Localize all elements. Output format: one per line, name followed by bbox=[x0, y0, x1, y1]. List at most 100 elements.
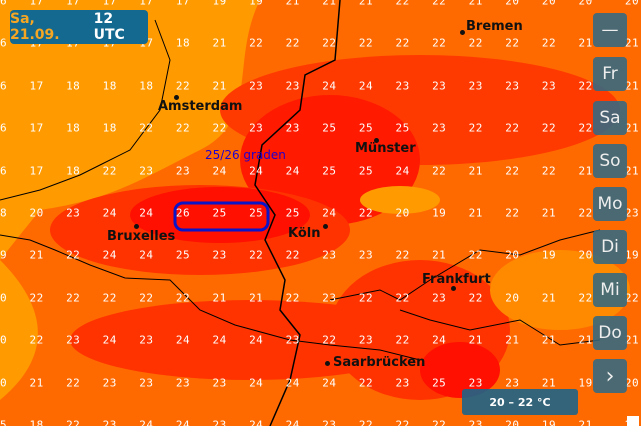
temperature-value: 22 bbox=[175, 291, 191, 305]
temperature-value: 20 bbox=[505, 291, 520, 305]
city-dot bbox=[325, 361, 330, 366]
temperature-value: 24 bbox=[432, 333, 447, 347]
temperature-value: 24 bbox=[102, 248, 117, 262]
temperature-value: 22 bbox=[358, 376, 374, 390]
temperature-value: 21 bbox=[624, 164, 640, 178]
temperature-value: 20 bbox=[578, 0, 593, 8]
temperature-value: 22 bbox=[432, 164, 447, 178]
temperature-value: 19 bbox=[541, 248, 557, 262]
temperature-value: 23 bbox=[468, 376, 483, 390]
temperature-value: 26 bbox=[175, 206, 191, 220]
temperature-value: 21 bbox=[505, 333, 520, 347]
temperature-value: 23 bbox=[139, 164, 154, 178]
temperature-value: 18 bbox=[29, 418, 44, 427]
temperature-value: 22 bbox=[578, 206, 593, 220]
temperature-value: 17 bbox=[29, 79, 44, 93]
temperature-value: 23 bbox=[285, 79, 300, 93]
temperature-value: 25 bbox=[395, 121, 410, 135]
annotation-outline bbox=[173, 201, 270, 232]
temperature-value: 24 bbox=[249, 333, 264, 347]
temperature-value: 22 bbox=[468, 291, 483, 305]
temperature-value: 20 bbox=[505, 0, 520, 8]
temperature-value: 21 bbox=[468, 206, 483, 220]
temperature-value: 21 bbox=[212, 36, 227, 50]
day-button-di[interactable]: Di bbox=[593, 230, 627, 264]
temperature-value: 22 bbox=[395, 333, 410, 347]
temperature-value: 21 bbox=[432, 248, 447, 262]
temperature-value: 17 bbox=[29, 121, 44, 135]
temperature-value: 18 bbox=[139, 79, 154, 93]
temperature-value: 19 bbox=[0, 248, 8, 262]
temperature-value: 24 bbox=[358, 79, 374, 93]
temperature-value: 22 bbox=[249, 248, 264, 262]
temperature-value: 23 bbox=[358, 333, 374, 347]
temperature-value: 18 bbox=[66, 121, 81, 135]
temperature-value: 21 bbox=[29, 248, 44, 262]
temperature-value: 24 bbox=[322, 206, 337, 220]
city-muenster: Münster bbox=[355, 141, 416, 156]
temperature-value: 21 bbox=[358, 0, 374, 8]
city-bruxelles: Bruxelles bbox=[107, 229, 176, 244]
day-button-so[interactable]: So bbox=[593, 144, 627, 178]
temperature-value: 24 bbox=[322, 376, 337, 390]
temperature-value: 16 bbox=[0, 0, 8, 8]
city-dot bbox=[451, 286, 456, 291]
day-button-do[interactable]: Do bbox=[593, 316, 627, 350]
temperature-value: 22 bbox=[175, 121, 191, 135]
city-dot bbox=[323, 224, 328, 229]
temperature-value: 23 bbox=[249, 79, 264, 93]
temperature-value: 20 bbox=[395, 206, 410, 220]
temperature-value: 22 bbox=[66, 376, 81, 390]
temperature-value: 23 bbox=[139, 376, 154, 390]
temperature-value: 23 bbox=[432, 291, 447, 305]
temperature-value: 23 bbox=[102, 376, 117, 390]
temperature-value: 21 bbox=[578, 36, 593, 50]
temperature-value: 25 bbox=[322, 121, 337, 135]
temperature-value: 23 bbox=[139, 333, 154, 347]
temperature-value: 25 bbox=[249, 206, 264, 220]
temperature-value: 25 bbox=[358, 121, 374, 135]
temperature-value: 24 bbox=[249, 418, 264, 427]
next-button[interactable]: › bbox=[593, 359, 627, 393]
temperature-value: 21 bbox=[578, 333, 593, 347]
temperature-value: 22 bbox=[358, 418, 374, 427]
temperature-value: 22 bbox=[212, 121, 227, 135]
temperature-value: 22 bbox=[541, 36, 557, 50]
temperature-value: 25 bbox=[358, 164, 374, 178]
temperature-value: 22 bbox=[578, 79, 593, 93]
temperature-value: 17 bbox=[102, 0, 117, 8]
temperature-value: 15 bbox=[0, 418, 8, 427]
temperature-value: 24 bbox=[322, 79, 337, 93]
temperature-value: 23 bbox=[358, 248, 374, 262]
city-dot bbox=[374, 138, 379, 143]
day-button-mi[interactable]: Mi bbox=[593, 273, 627, 307]
temperature-value: 21 bbox=[468, 164, 483, 178]
day-button-sa[interactable]: Sa bbox=[593, 101, 627, 135]
temperature-value: 24 bbox=[175, 418, 191, 427]
temperature-value: 21 bbox=[578, 418, 593, 427]
temperature-value: 22 bbox=[139, 291, 154, 305]
temperature-value: 23 bbox=[285, 333, 300, 347]
temperature-value: 22 bbox=[66, 248, 81, 262]
temperature-value: 21 bbox=[29, 376, 44, 390]
temperature-value: 20 bbox=[541, 0, 557, 8]
temperature-value: 23 bbox=[505, 79, 520, 93]
temperature-value: 21 bbox=[212, 291, 227, 305]
temperature-value: 22 bbox=[102, 164, 117, 178]
day-button-mo[interactable]: Mo bbox=[593, 187, 627, 221]
temperature-value: 22 bbox=[505, 206, 520, 220]
temperature-value: 23 bbox=[212, 248, 227, 262]
zoom-out-button[interactable]: — bbox=[593, 13, 627, 47]
day-button-fr[interactable]: Fr bbox=[593, 57, 627, 91]
temperature-value: 23 bbox=[175, 164, 191, 178]
resize-handle[interactable] bbox=[627, 416, 639, 428]
temperature-value: 22 bbox=[505, 121, 520, 135]
temperature-value: 16 bbox=[0, 36, 8, 50]
temperature-value: 22 bbox=[322, 333, 337, 347]
temperature-value: 22 bbox=[432, 36, 447, 50]
temperature-value: 21 bbox=[212, 79, 227, 93]
temperature-value: 22 bbox=[432, 418, 447, 427]
temperature-value: 17 bbox=[29, 0, 44, 8]
temperature-value: 22 bbox=[578, 291, 593, 305]
